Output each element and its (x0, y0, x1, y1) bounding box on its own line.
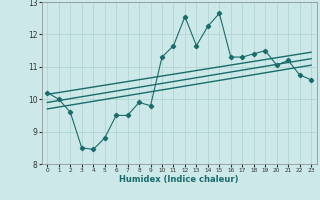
X-axis label: Humidex (Indice chaleur): Humidex (Indice chaleur) (119, 175, 239, 184)
